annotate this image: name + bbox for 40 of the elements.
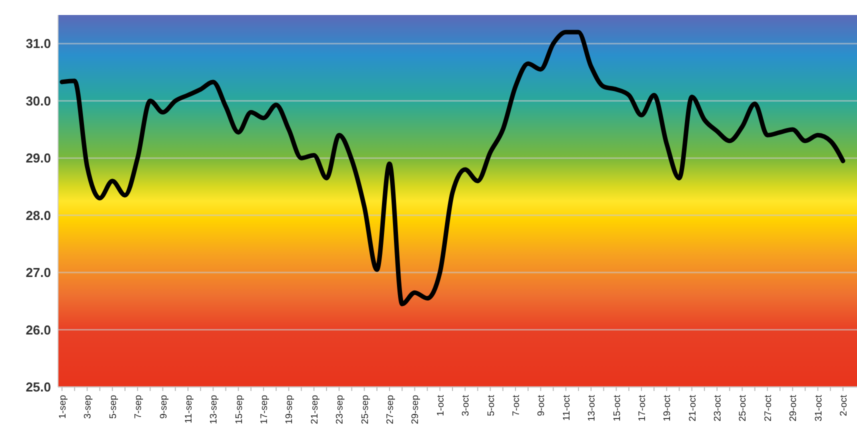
x-tick-label: 21-sep [309,395,320,424]
y-tick-label: 29.0 [26,150,51,166]
y-tick-label: 27.0 [26,265,51,280]
x-tick-label: 21-oct [687,394,698,422]
x-tick-label: 17-oct [636,394,648,422]
x-tick-label: 27-sep [385,395,396,424]
x-tick-label: 19-oct [662,394,674,422]
x-tick-label: 19-sep [284,395,296,424]
x-tick-label: 7-sep [133,395,144,419]
x-tick-label: 9-oct [536,394,548,416]
x-tick-label: 3-oct [460,394,472,416]
x-tick-label: 17-sep [259,395,270,424]
x-tick-label: 9-sep [158,395,170,419]
y-tick-label: 30.0 [26,93,51,108]
x-tick-label: 13-sep [208,395,220,424]
x-tick-label: 23-oct [712,394,724,422]
x-tick-label: 3-sep [82,395,94,419]
x-tick-label: 27-oct [762,394,774,422]
x-tick-label: 2-oct [838,394,850,416]
y-tick-label: 31.0 [26,36,51,52]
x-tick-label: 15-oct [612,394,623,422]
x-tick-label: 13-oct [586,394,598,422]
x-tick-label: 25-sep [360,395,371,424]
x-tick-label: 11-sep [183,395,194,424]
x-tick-label: 5-sep [108,395,119,419]
line-series [60,30,846,306]
x-tick-label: 25-oct [738,394,749,422]
x-tick-label: 15-sep [234,395,245,424]
x-tick-label: 7-oct [510,394,522,416]
x-tick-label: 29-sep [410,395,422,424]
y-tick-label: 28.0 [26,208,51,223]
x-tick-label: 11-oct [561,394,572,421]
x-tick-label: 23-sep [334,395,346,424]
x-tick-label: 31-oct [813,394,824,422]
y-tick-label: 25.0 [26,380,51,395]
x-tick-label: 1-oct [435,394,446,416]
x-tick-label: 29-oct [788,394,800,422]
y-tick-label: 26.0 [26,322,51,338]
x-tick-label: 1-sep [58,395,68,419]
x-tick-label: 5-oct [486,394,497,416]
